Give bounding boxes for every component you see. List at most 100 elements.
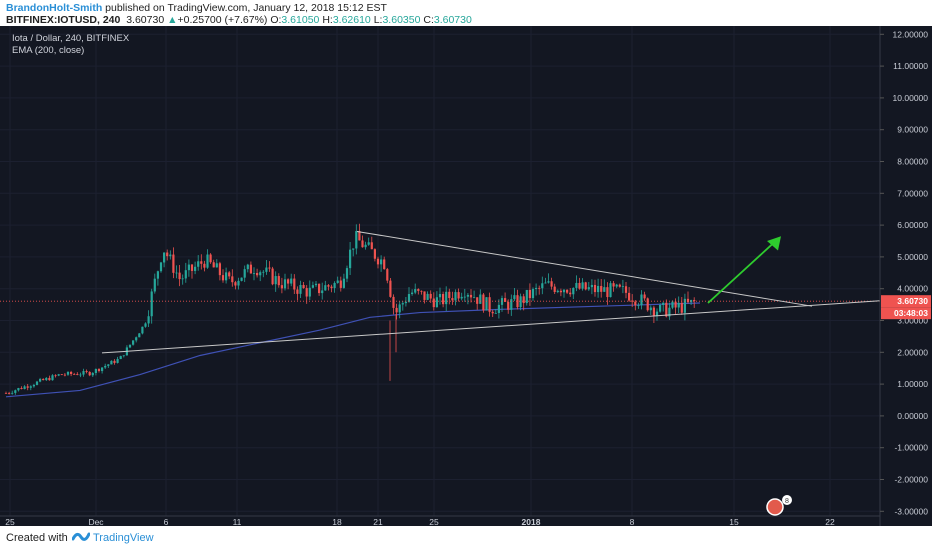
indicator-legend: EMA (200, close) [12,45,84,56]
tradingview-logo-icon[interactable] [71,529,91,548]
candle-body [262,271,265,273]
candle-body [97,369,101,372]
candle-body [466,294,469,297]
candle-body [32,384,35,387]
time-tick-label: 6 [164,517,169,526]
candle-body [531,289,535,299]
candle-body [469,294,473,298]
tradingview-brand-link[interactable]: TradingView [93,532,154,544]
candle-body [20,388,23,389]
candle-body [553,286,556,292]
candle-body [51,375,54,381]
candle-body [246,264,249,270]
candle-body [82,371,85,375]
candle-body [101,367,104,372]
candle-body [525,289,528,304]
candle-body [175,272,178,274]
time-tick-label: 22 [825,517,835,526]
candle-body [361,240,364,248]
time-tick-label: 11 [233,517,242,526]
candle-body [206,254,209,268]
candle-body [442,294,445,305]
chart-legend-title: Iota / Dollar, 240, BITFINEX [12,33,130,44]
candle-body [590,284,593,288]
candle-body [463,296,466,298]
candle-body [333,282,336,289]
candle-body [380,259,383,265]
candle-body [407,293,411,302]
high-label: H: [322,14,333,26]
candle-body [135,337,138,341]
price-axis[interactable] [880,26,932,526]
header-row-author: BrandonHolt-Smith published on TradingVi… [6,2,387,14]
candle-body [392,296,395,308]
candle-body [423,291,426,300]
candle-body [256,273,259,276]
chart-area[interactable]: Iota / Dollar, 240, BITFINEX EMA (200, c… [0,26,932,527]
time-tick-label: 21 [373,517,383,526]
price-tick-label: 6.00000 [897,220,928,230]
chart-canvas[interactable]: Iota / Dollar, 240, BITFINEX EMA (200, c… [0,26,932,527]
candle-body [116,359,119,363]
candle-body [507,301,510,310]
price-tick-label: 9.00000 [897,125,928,135]
candle-body [686,298,690,303]
candle-body [265,267,268,272]
candle-body [628,292,631,301]
candle-body [445,291,448,305]
candle-body [104,365,107,368]
author-link[interactable]: BrandonHolt-Smith [6,2,103,14]
candle-body [690,299,693,303]
candle-body [138,333,141,338]
candle-body [240,277,243,281]
candle-body [8,393,11,394]
open-label: O: [270,14,282,26]
candle-body [575,282,578,288]
candle-body [600,285,603,292]
created-with-text: Created with [6,532,68,544]
header-row-ohlc: BITFINEX:IOTUSD, 240 3.60730 ▲+0.25700 (… [6,14,472,26]
candle-body [17,388,20,391]
candle-body [519,296,522,308]
low-label: L: [373,14,383,26]
candle-body [299,284,302,294]
candle-body [680,302,683,313]
candle-body [438,294,442,298]
candle-body [23,386,26,389]
candle-body [91,372,94,376]
candle-body [417,289,420,291]
up-arrow-head-icon [767,236,781,251]
change-value: +0.25700 (+7.67%) [177,14,268,26]
candle-body [528,289,531,299]
candle-body [228,272,231,277]
candle-body [26,386,29,388]
candle-body [581,282,584,289]
candle-body [485,297,488,311]
time-tick-label: 15 [729,517,739,526]
symbol-label: BITFINEX:IOTUSD, 240 [6,14,121,26]
ascending-trendline[interactable] [101,300,881,354]
up-arrow-icon[interactable] [707,241,775,304]
candle-body [435,297,438,308]
candle-body [587,287,590,290]
low-value: 3.60350 [382,14,421,26]
candle-body [212,262,215,268]
candle-body [345,268,349,279]
candle-body [221,275,225,281]
time-tick-label: 8 [630,517,635,526]
descending-trendline[interactable] [356,230,813,307]
candle-body [482,294,485,311]
candle-body [401,303,404,305]
candle-body [57,374,60,376]
candle-body [550,281,553,287]
candle-body [166,252,169,257]
events-badge-icon[interactable]: 8 [766,495,792,516]
candle-body [209,254,212,263]
candle-body [318,283,321,294]
candle-body [184,270,187,279]
candle-body [597,285,600,293]
candle-body [631,300,634,302]
candle-body [172,254,175,273]
countdown-label: 03:48:03 [894,308,928,318]
candle-body [39,379,42,382]
